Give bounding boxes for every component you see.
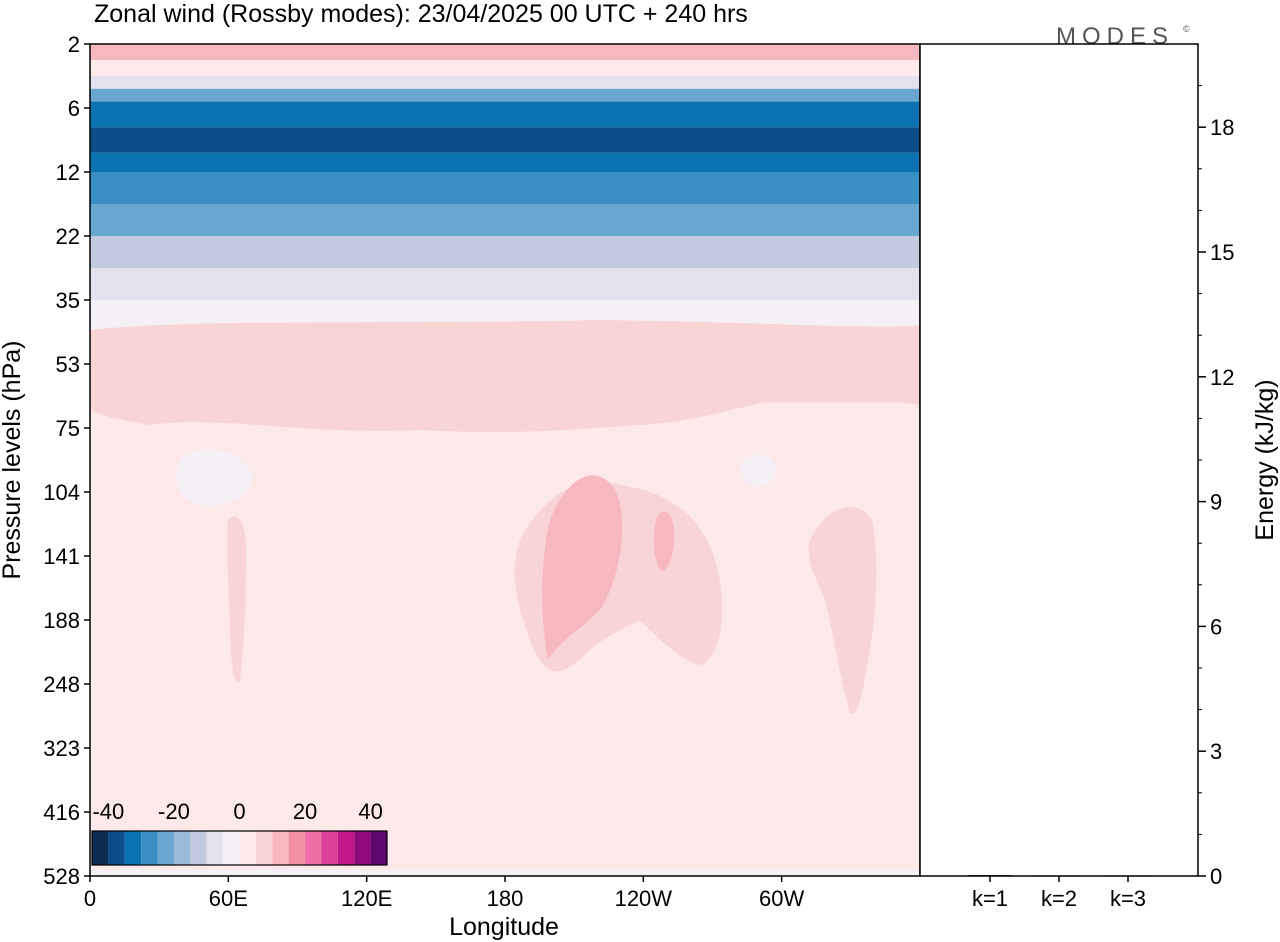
colorbar-swatch — [157, 831, 174, 865]
blob-weak-negative-east — [740, 454, 777, 487]
y-tick-label: 188 — [43, 608, 80, 633]
blob-tropo-small-core — [653, 511, 675, 571]
heatmap-field — [90, 44, 920, 876]
colorbar-swatch — [108, 831, 125, 865]
y-tick-label: 22 — [56, 224, 80, 249]
y-tick-label: 6 — [68, 96, 80, 121]
heatmap-band — [90, 44, 920, 60]
y-tick-label: 2 — [68, 32, 80, 57]
blob-tropo-weak-positive — [90, 435, 920, 780]
colorbar-swatch — [124, 831, 142, 865]
colorbar-swatch — [92, 831, 109, 865]
energy-bar — [968, 875, 1012, 877]
colorbar-swatch — [190, 831, 207, 865]
energy-panel-frame — [919, 43, 1199, 877]
heatmap-band — [90, 236, 920, 268]
colorbar-swatch — [223, 831, 240, 865]
x-tick-label: 120W — [615, 886, 673, 911]
heatmap-band — [90, 101, 920, 128]
energy-category-label: k=3 — [1110, 886, 1146, 911]
colorbar-tick-label: -40 — [92, 799, 124, 824]
y-tick-label: 35 — [56, 288, 80, 313]
x-tick-label: 60W — [759, 886, 804, 911]
energy-axis-label: Energy (kJ/kg) — [1251, 379, 1279, 540]
blob-weak-negative — [176, 449, 252, 506]
colorbar-tick-label: 20 — [293, 799, 317, 824]
x-axis-longitude: 0 60E 120E 180 120W 60W — [84, 876, 805, 911]
energy-category-label: k=2 — [1041, 886, 1077, 911]
colorbar-swatch — [370, 831, 387, 865]
colorbar-swatch — [321, 831, 338, 865]
colorbar-tick-label: 0 — [233, 799, 245, 824]
heatmap-band — [90, 268, 920, 300]
heatmap-band — [90, 204, 920, 236]
colorbar-swatch — [305, 831, 322, 865]
y-axis-pressure: 2 6 12 22 35 53 75 104 141 188 248 323 416 528 — [43, 32, 90, 889]
blob-lower-strat-positive — [90, 320, 920, 433]
y-tick-label: 528 — [43, 864, 80, 889]
y-tick-label: 248 — [43, 672, 80, 697]
heatmap-band — [90, 127, 920, 153]
heatmap-band — [90, 88, 920, 102]
y-tick-label: 53 — [56, 352, 80, 377]
energy-tick-label: 15 — [1210, 240, 1234, 265]
logo-copyright-mark: © — [1183, 24, 1190, 34]
heatmap-band — [90, 869, 920, 876]
energy-tick-label: 12 — [1210, 365, 1234, 390]
chart-title: Zonal wind (Rossby modes): 23/04/2025 00… — [94, 0, 748, 28]
x-axis-label: Longitude — [449, 913, 559, 941]
y-tick-label: 104 — [43, 480, 80, 505]
y-tick-label: 141 — [43, 544, 80, 569]
colorbar-swatch — [272, 831, 289, 865]
energy-tick-label: 0 — [1210, 864, 1222, 889]
y-tick-label: 416 — [43, 800, 80, 825]
heatmap-band — [90, 60, 920, 76]
y-axis-label: Pressure levels (hPa) — [0, 341, 26, 580]
colorbar-swatch — [255, 831, 273, 865]
colorbar-swatch — [354, 831, 371, 865]
energy-tick-label: 6 — [1210, 614, 1222, 639]
colorbar-legend: -40 -20 0 20 40 — [91, 799, 388, 866]
colorbar-swatch — [288, 831, 306, 865]
x-tick-label: 180 — [487, 886, 524, 911]
heatmap-band — [90, 152, 920, 172]
blob-tropo-east — [808, 506, 877, 714]
colorbar-swatch — [337, 831, 355, 865]
colorbar-swatch — [141, 831, 158, 865]
x-tick-label: 60E — [209, 886, 248, 911]
x-tick-label: 0 — [84, 886, 96, 911]
colorbar-swatch — [239, 831, 256, 865]
heatmap-band — [90, 172, 920, 204]
energy-bar-chart: 0 3 6 9 12 15 18 k=1 k=2 k=3 — [968, 85, 1234, 911]
y-tick-label: 75 — [56, 416, 80, 441]
heatmap-band — [90, 76, 920, 89]
colorbar-swatch — [173, 831, 191, 865]
colorbar-tick-label: 40 — [358, 799, 382, 824]
energy-tick-label: 3 — [1210, 739, 1222, 764]
colorbar-tick-label: -20 — [158, 799, 190, 824]
energy-category-label: k=1 — [972, 886, 1008, 911]
colorbar-frame — [91, 830, 388, 866]
energy-tick-label: 9 — [1210, 490, 1222, 515]
blob-tropo-core — [542, 475, 623, 660]
energy-tick-label: 18 — [1210, 115, 1234, 140]
y-tick-label: 12 — [56, 160, 80, 185]
blob-tropo-west — [227, 516, 246, 682]
colorbar-swatch — [206, 831, 224, 865]
x-tick-label: 120E — [341, 886, 392, 911]
y-tick-label: 323 — [43, 736, 80, 761]
